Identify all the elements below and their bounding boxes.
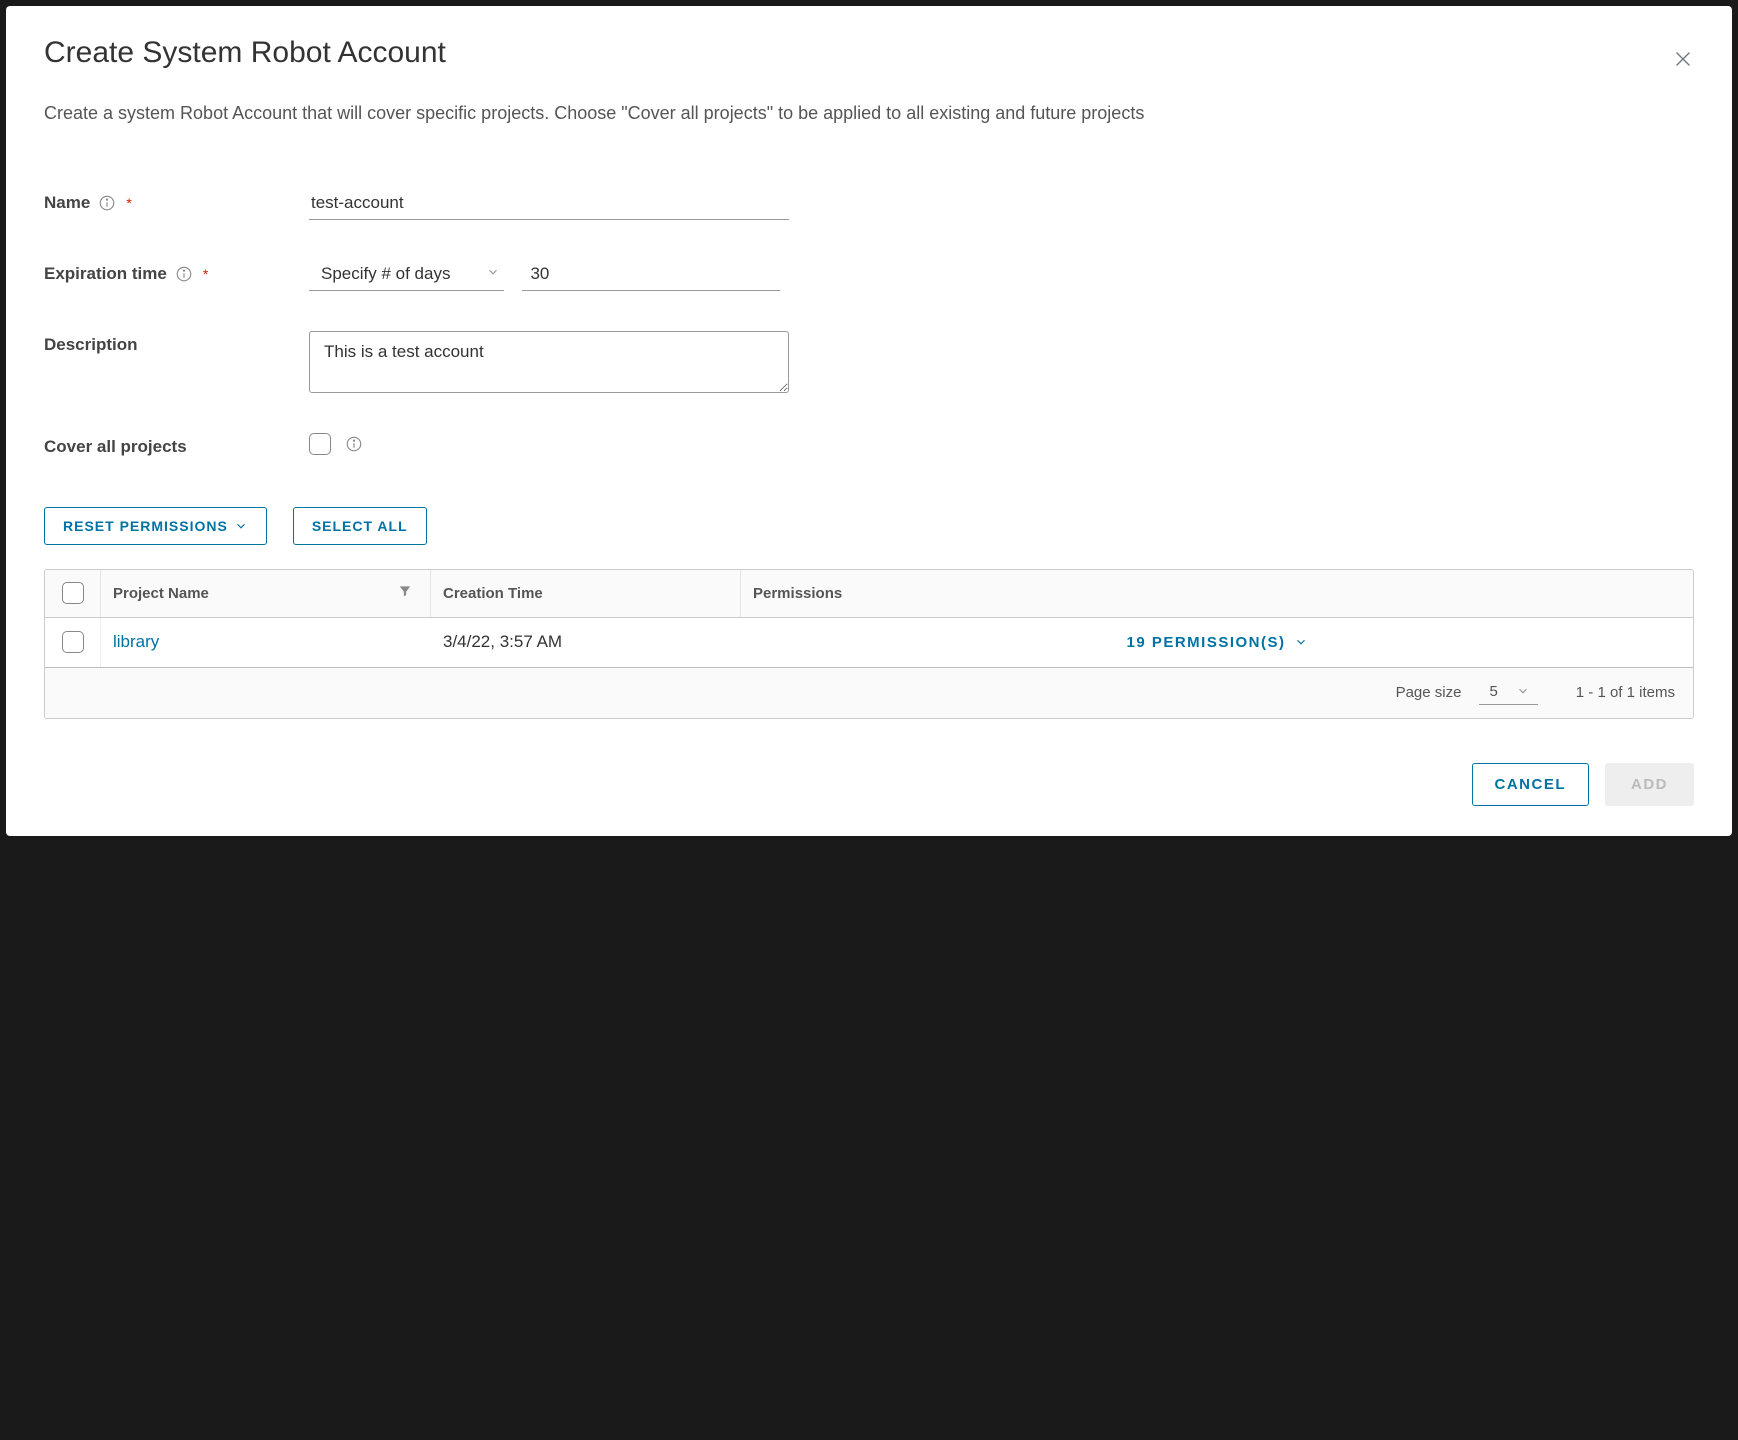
name-label-text: Name — [44, 193, 90, 213]
col-permissions[interactable]: Permissions — [741, 570, 1693, 617]
col-project-name[interactable]: Project Name — [101, 570, 431, 617]
description-label: Description — [44, 331, 309, 355]
cover-all-checkbox[interactable] — [309, 433, 331, 455]
table-footer: Page size 5 1 - 1 of 1 items — [45, 668, 1693, 718]
required-mark: * — [126, 195, 131, 211]
modal-subtitle: Create a system Robot Account that will … — [44, 98, 1694, 129]
info-icon[interactable] — [98, 194, 116, 212]
col-project-name-label: Project Name — [113, 585, 209, 602]
add-label: ADD — [1631, 776, 1668, 793]
cover-all-label-text: Cover all projects — [44, 437, 187, 457]
select-all-checkbox[interactable] — [62, 582, 84, 604]
creation-time-cell: 3/4/22, 3:57 AM — [431, 632, 741, 652]
col-creation-time[interactable]: Creation Time — [431, 570, 741, 617]
chevron-down-icon — [234, 519, 248, 533]
expiration-mode-value: Specify # of days — [321, 264, 450, 284]
modal-title: Create System Robot Account — [44, 36, 1694, 70]
col-creation-time-label: Creation Time — [443, 585, 543, 602]
modal-footer: CANCEL ADD — [44, 763, 1694, 806]
close-icon — [1672, 48, 1694, 70]
expiration-mode-select[interactable]: Specify # of days — [309, 262, 504, 291]
info-icon[interactable] — [345, 435, 363, 453]
select-all-button[interactable]: SELECT ALL — [293, 507, 427, 545]
cover-all-label: Cover all projects — [44, 433, 309, 457]
row-checkbox[interactable] — [62, 631, 84, 653]
description-label-text: Description — [44, 335, 138, 355]
info-icon[interactable] — [175, 265, 193, 283]
expiration-days-input[interactable] — [522, 260, 780, 291]
close-button[interactable] — [1672, 48, 1694, 75]
permissions-dropdown[interactable]: 19 PERMISSION(S) — [1126, 634, 1307, 651]
name-input[interactable] — [309, 189, 789, 220]
col-permissions-label: Permissions — [753, 585, 842, 602]
chevron-down-icon — [1294, 635, 1308, 649]
creation-time-text: 3/4/22, 3:57 AM — [443, 632, 562, 652]
page-size-select[interactable]: 5 — [1479, 681, 1537, 705]
description-row: Description — [44, 331, 1694, 393]
projects-table: Project Name Creation Time Permissions l… — [44, 569, 1694, 719]
project-name-link[interactable]: library — [101, 632, 431, 652]
table-row: library 3/4/22, 3:57 AM 19 PERMISSION(S) — [45, 618, 1693, 668]
table-header: Project Name Creation Time Permissions — [45, 570, 1693, 618]
page-size-value: 5 — [1489, 683, 1497, 700]
add-button[interactable]: ADD — [1605, 763, 1694, 806]
description-input[interactable] — [309, 331, 789, 393]
filter-icon[interactable] — [398, 584, 412, 602]
cancel-label: CANCEL — [1495, 776, 1567, 793]
pagination-range: 1 - 1 of 1 items — [1576, 684, 1675, 701]
name-row: Name * — [44, 189, 1694, 220]
expiration-label-text: Expiration time — [44, 264, 167, 284]
required-mark: * — [203, 266, 208, 282]
cover-all-row: Cover all projects — [44, 433, 1694, 457]
permissions-text: 19 PERMISSION(S) — [1126, 634, 1285, 651]
reset-permissions-label: RESET PERMISSIONS — [63, 518, 228, 534]
chevron-down-icon — [486, 264, 500, 284]
project-name-text: library — [113, 632, 159, 652]
page-size-label: Page size — [1396, 684, 1462, 701]
permission-buttons: RESET PERMISSIONS SELECT ALL — [44, 507, 1694, 545]
name-label: Name * — [44, 189, 309, 213]
cancel-button[interactable]: CANCEL — [1472, 763, 1590, 806]
expiration-row: Expiration time * Specify # of days — [44, 260, 1694, 291]
select-all-label: SELECT ALL — [312, 518, 408, 534]
chevron-down-icon — [1516, 684, 1530, 698]
expiration-label: Expiration time * — [44, 260, 309, 284]
create-robot-modal: Create System Robot Account Create a sys… — [6, 6, 1732, 836]
reset-permissions-button[interactable]: RESET PERMISSIONS — [44, 507, 267, 545]
